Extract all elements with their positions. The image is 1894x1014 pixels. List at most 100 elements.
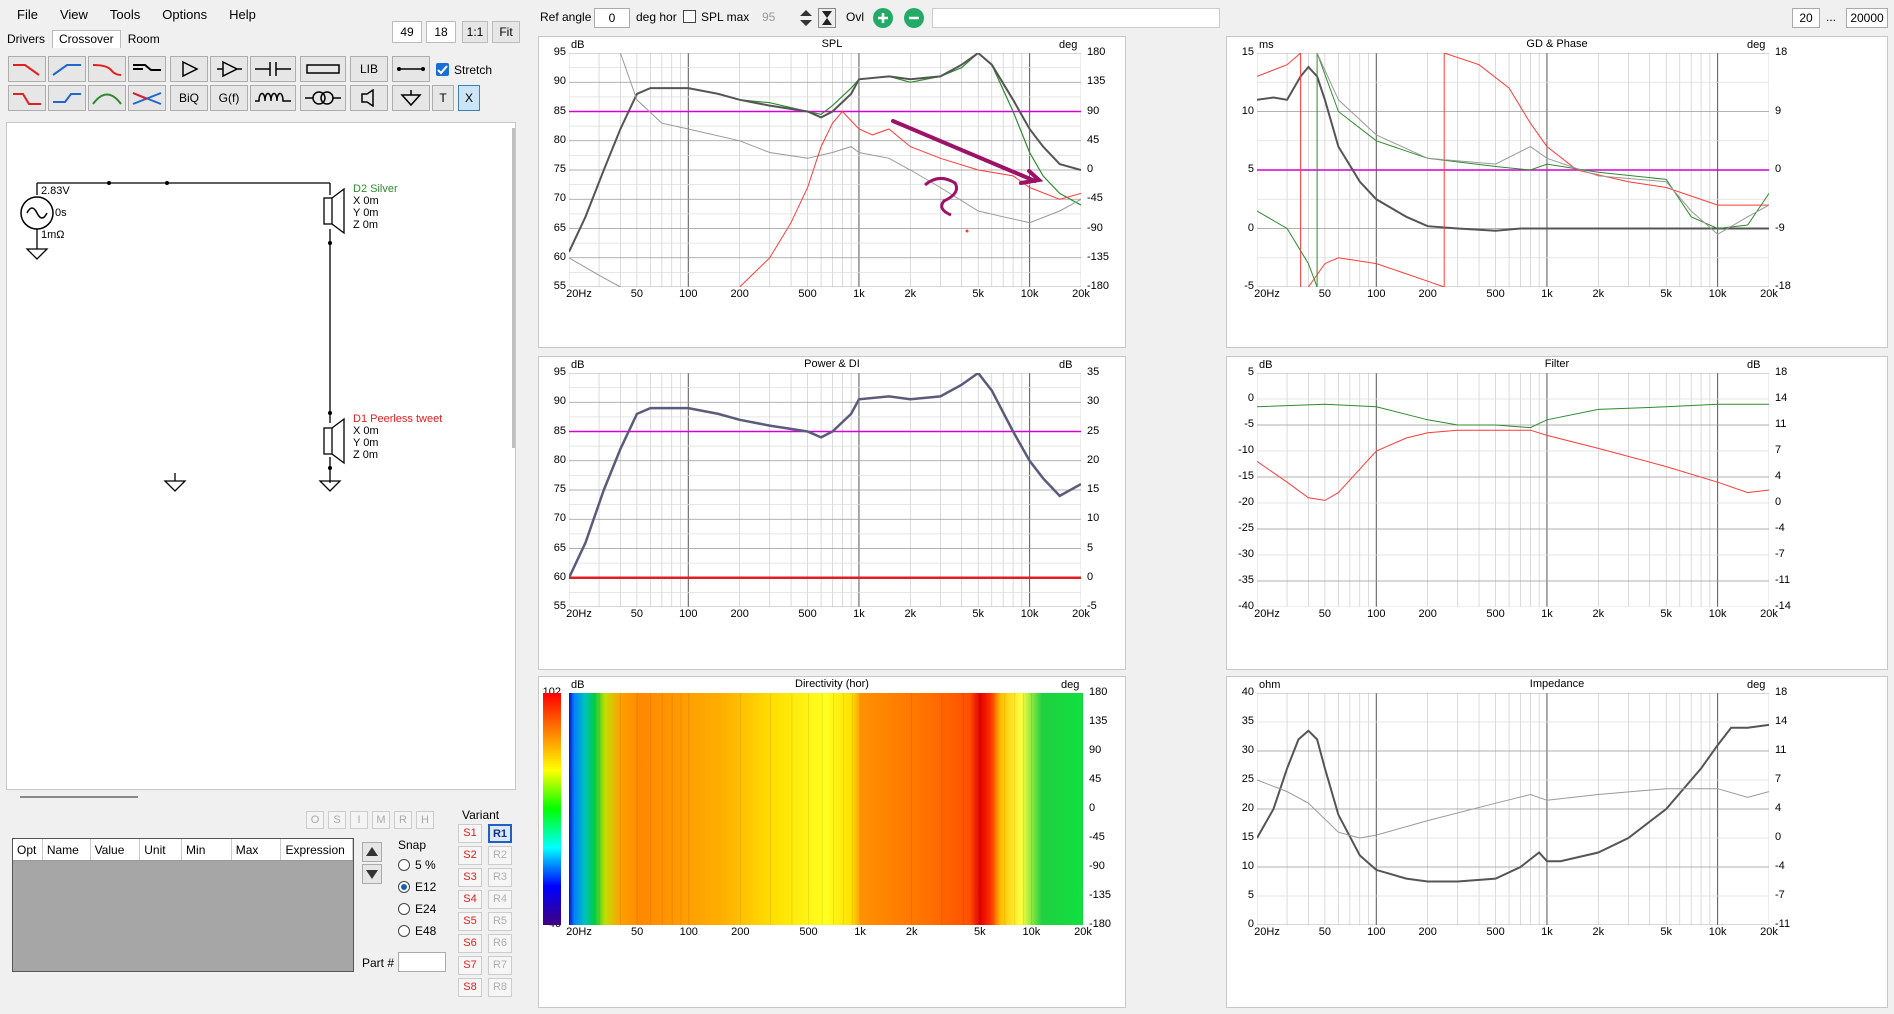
directivity-heatmap[interactable] [569,693,1083,925]
spl-max-value[interactable]: 95 [762,10,776,24]
notch-button[interactable] [128,85,166,111]
dir-plot-area[interactable] [569,693,1083,925]
column-min[interactable]: Min [182,839,232,860]
tab-room[interactable]: Room [127,32,160,46]
part-number-input[interactable] [398,952,446,972]
lib-button[interactable]: LIB [350,56,388,82]
optimizer-s-button[interactable]: S [328,811,346,829]
highpass-b-button[interactable] [48,85,86,111]
snap-option-1[interactable]: E12 [398,880,436,894]
power-plot-area[interactable] [569,373,1081,607]
zoom-out-button[interactable] [904,8,924,28]
variant-r5-button[interactable]: R5 [488,912,512,931]
shelf-button[interactable] [128,56,166,82]
imp-y2-tick: -4 [1775,860,1785,872]
variant-r1-button[interactable]: R1 [488,824,512,843]
menu-help[interactable]: Help [229,6,256,22]
variant-r2-button[interactable]: R2 [488,846,512,865]
capacitor-button[interactable] [250,56,296,82]
filter-graph-panel[interactable]: Filter dB dB 5 0 -5 -10 -15 -20 -25 -30 -35 -40 18 14 1… [1226,356,1888,670]
zoom-a-field[interactable]: 49 [392,21,422,43]
lowpass-b-button[interactable] [8,85,46,111]
tab-drivers[interactable]: Drivers [7,32,45,46]
optimizer-r-button[interactable]: R [394,811,412,829]
speaker-button[interactable] [350,85,388,111]
optimizer-m-button[interactable]: M [372,811,390,829]
ground-button[interactable] [392,85,430,111]
ratio-button[interactable]: 1:1 [462,21,488,43]
column-unit[interactable]: Unit [140,839,183,860]
variant-s8-button[interactable]: S8 [458,978,482,997]
stretch-checkbox[interactable] [436,63,449,76]
biquad-button[interactable]: BiQ [170,85,208,111]
optimizer-h-button[interactable]: H [416,811,434,829]
variant-s1-button[interactable]: S1 [458,824,482,843]
variant-s6-button[interactable]: S6 [458,934,482,953]
move-up-button[interactable] [362,842,382,862]
ref-angle-input[interactable]: 0 [594,8,630,28]
menu-file[interactable]: File [17,6,38,22]
variant-r8-button[interactable]: R8 [488,978,512,997]
gf-button[interactable]: G(f) [210,85,248,111]
variant-r3-button[interactable]: R3 [488,868,512,887]
schematic-canvas[interactable]: 2.83V 0s 1mΩ D2 Silver X 0m Y 0m Z 0m D1… [6,122,516,790]
variant-s3-button[interactable]: S3 [458,868,482,887]
move-down-button[interactable] [362,864,382,884]
tab-crossover[interactable]: Crossover [52,30,121,48]
lowpass-2-button[interactable] [88,56,126,82]
spin-buttons[interactable] [798,8,814,28]
filter-plot-area[interactable] [1257,373,1769,607]
highpass-filter-button[interactable] [48,56,86,82]
optimizer-table[interactable]: Opt Name Value Unit Min Max Expression [12,838,354,972]
freq-min-input[interactable]: 20 [1792,8,1820,28]
gd-graph-panel[interactable]: GD & Phase ms deg 15 10 5 0 -5 18 9 0 -9 -18 20Hz 50 10… [1226,36,1888,348]
optimizer-o-button[interactable]: O [306,811,324,829]
column-expression[interactable]: Expression [281,839,353,860]
imp-plot-area[interactable] [1257,693,1769,925]
buffer-button[interactable] [170,56,208,82]
column-value[interactable]: Value [91,839,141,860]
opamp-button[interactable] [210,56,248,82]
wire-button[interactable] [392,56,430,82]
freq-max-input[interactable]: 20000 [1846,8,1888,28]
column-name[interactable]: Name [43,839,91,860]
transformer-button[interactable] [300,85,346,111]
variant-r7-button[interactable]: R7 [488,956,512,975]
menu-options[interactable]: Options [162,6,208,22]
spl-plot-area[interactable] [569,53,1081,287]
zoom-b-field[interactable]: 18 [426,21,456,43]
column-opt[interactable]: Opt [13,839,43,860]
delete-tool-button[interactable]: X [458,85,480,111]
optimizer-i-button[interactable]: I [350,811,368,829]
variant-s7-button[interactable]: S7 [458,956,482,975]
snap-option-3[interactable]: E48 [398,924,436,938]
fit-button[interactable]: Fit [492,21,520,43]
lowpass-filter-button[interactable] [8,56,46,82]
variant-r4-button[interactable]: R4 [488,890,512,909]
variant-r6-button[interactable]: R6 [488,934,512,953]
resistor-button[interactable] [300,56,346,82]
flip-button[interactable] [818,8,836,28]
variant-s4-button[interactable]: S4 [458,890,482,909]
driver-d1-name[interactable]: D1 Peerless tweet [353,413,443,425]
driver-d2-name[interactable]: D2 Silver [353,183,398,195]
spl-max-checkbox[interactable] [683,10,696,23]
dir-graph-panel[interactable]: Directivity (hor)dBdeg102948678706254461… [538,676,1126,1008]
snap-option-2[interactable]: E24 [398,902,436,916]
snap-option-0[interactable]: 5 % [398,858,436,872]
imp-graph-panel[interactable]: Impedance ohm deg 40 35 30 25 20 15 10 5 0 18 14 11 7 4 0… [1226,676,1888,1008]
text-tool-button[interactable]: T [432,85,454,111]
menu-tools[interactable]: Tools [109,6,141,22]
inductor-button[interactable] [250,85,296,111]
power-graph-panel[interactable]: Power & DI dB dB 95 90 85 80 75 70 65 60 55 35 30 25 20… [538,356,1126,670]
gd-plot-area[interactable] [1257,53,1769,287]
column-max[interactable]: Max [232,839,282,860]
notes-input[interactable] [932,8,1220,28]
bandpass-button[interactable] [88,85,126,111]
variant-s5-button[interactable]: S5 [458,912,482,931]
spl-graph-panel[interactable]: SPL dB deg 95 90 85 80 75 70 65 60 55 180 135 90 45 0 -45… [538,36,1126,348]
variant-s2-button[interactable]: S2 [458,846,482,865]
zoom-in-button[interactable] [873,8,893,28]
menu-view[interactable]: View [59,6,88,22]
schematic-hscroll[interactable] [20,796,138,798]
